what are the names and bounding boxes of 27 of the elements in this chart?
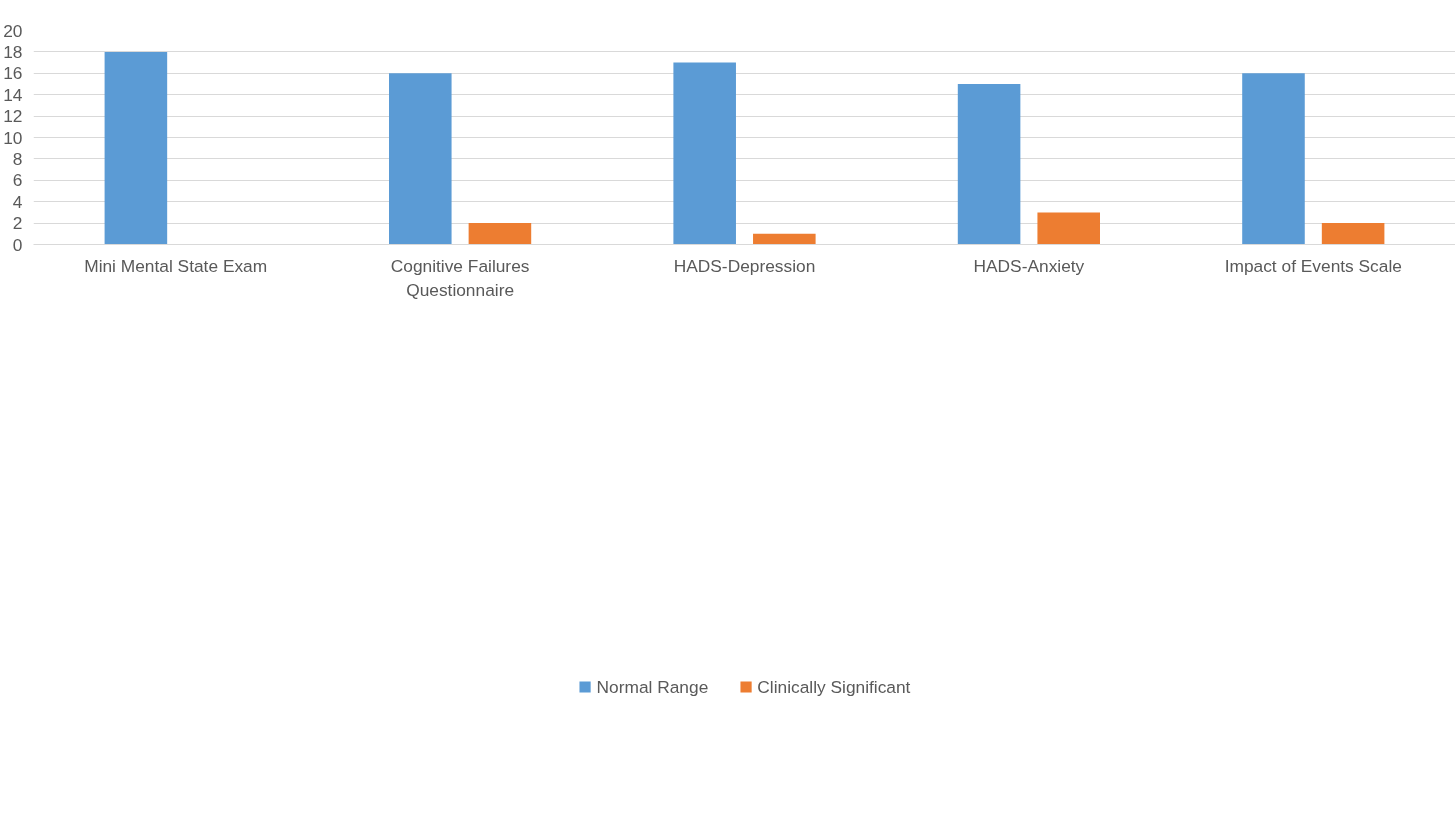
x-tick-label: HADS-Depression — [673, 255, 816, 276]
bar — [468, 223, 532, 245]
bar — [673, 62, 736, 245]
y-tick-label: 14 — [3, 84, 23, 105]
y-tick-label: 0 — [12, 234, 23, 255]
y-tick-label: 6 — [12, 170, 23, 191]
y-tick-label: 4 — [12, 191, 23, 212]
legend-label: Clinically Significant — [757, 676, 911, 698]
x-tick-label: Mini Mental State Exam — [84, 255, 268, 276]
x-tick-label: Cognitive Failures Questionnaire — [390, 255, 530, 300]
y-tick-label: 10 — [3, 127, 23, 148]
bar — [389, 73, 452, 245]
x-tick-label: HADS-Anxiety — [973, 255, 1085, 276]
bar — [1037, 212, 1100, 245]
bar — [753, 233, 816, 245]
y-tick-label: 12 — [3, 106, 23, 127]
y-tick-label: 2 — [12, 213, 23, 234]
bar — [1321, 223, 1385, 245]
bar — [957, 84, 1021, 245]
bar — [1242, 73, 1305, 245]
y-tick-label: 16 — [3, 63, 23, 84]
y-tick-label: 20 — [3, 20, 23, 41]
bar — [104, 51, 168, 245]
y-tick-label: 8 — [12, 148, 23, 169]
y-tick-label: 18 — [3, 41, 23, 62]
x-tick-label: Impact of Events Scale — [1224, 255, 1402, 276]
legend-label: Normal Range — [596, 676, 709, 698]
